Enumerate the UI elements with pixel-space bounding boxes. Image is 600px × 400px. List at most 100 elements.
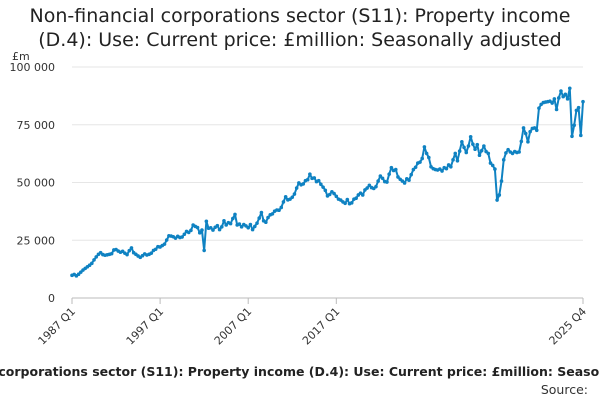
- data-point: [283, 195, 288, 199]
- data-point: [319, 182, 323, 187]
- data-point: [189, 228, 193, 233]
- data-point: [523, 131, 528, 136]
- data-point: [466, 144, 471, 148]
- data-point: [200, 228, 204, 232]
- data-point: [563, 92, 568, 97]
- data-point: [259, 210, 264, 215]
- data-point: [389, 165, 394, 170]
- data-point: [204, 219, 209, 224]
- data-point: [257, 216, 262, 220]
- data-point: [420, 156, 425, 161]
- data-point: [343, 201, 347, 206]
- gridlines: [72, 66, 583, 299]
- data-point: [402, 181, 407, 185]
- legend: Non-financial corporations sector (S11):…: [0, 364, 600, 382]
- data-point: [479, 148, 484, 153]
- data-point: [222, 219, 226, 223]
- data-point: [253, 224, 257, 229]
- x-tick-label: 2007 Q1: [212, 305, 255, 348]
- data-point: [327, 192, 332, 197]
- data-point: [305, 177, 310, 182]
- data-point: [332, 191, 336, 196]
- data-point: [528, 129, 532, 134]
- data-point: [493, 167, 497, 171]
- data-point: [94, 255, 99, 259]
- x-tick-label: 1987 Q1: [36, 305, 79, 348]
- data-point: [197, 231, 202, 235]
- data-point: [506, 147, 510, 152]
- data-point: [292, 192, 297, 196]
- data-point: [162, 242, 167, 246]
- data-point: [290, 195, 295, 200]
- data-point: [457, 149, 462, 153]
- data-point: [239, 225, 244, 229]
- data-point: [495, 198, 499, 202]
- data-point: [228, 221, 233, 226]
- data-point: [550, 101, 554, 105]
- data-point: [308, 172, 312, 176]
- data-point: [182, 232, 187, 237]
- data-point: [565, 97, 570, 101]
- data-point: [427, 155, 431, 160]
- data-point: [266, 215, 270, 220]
- data-point: [312, 176, 317, 180]
- data-point: [349, 201, 354, 205]
- x-tick-label: 1997 Q1: [124, 305, 167, 348]
- plot-area: [70, 86, 585, 278]
- data-point: [255, 221, 259, 225]
- data-point: [230, 216, 235, 221]
- data-point: [473, 147, 477, 152]
- x-tick-label: 2017 Q1: [300, 305, 343, 348]
- data-point: [208, 225, 213, 230]
- data-point: [281, 200, 286, 204]
- data-point: [521, 126, 526, 130]
- y-tick-label: 75 000: [17, 119, 56, 132]
- data-point: [475, 142, 480, 147]
- data-point: [125, 252, 129, 257]
- data-point: [556, 96, 561, 100]
- data-point: [149, 251, 154, 255]
- data-point: [321, 185, 325, 189]
- y-tick-label: 100 000: [10, 61, 56, 74]
- data-point: [455, 158, 460, 163]
- data-point: [552, 97, 557, 101]
- data-point: [127, 248, 132, 253]
- x-tick-label: 2025 Q4: [547, 305, 590, 348]
- data-point: [440, 169, 444, 173]
- data-point: [488, 161, 493, 165]
- chart-title-line-2: (D.4): Use: Current price: £million: Sea…: [38, 29, 562, 51]
- data-point: [202, 248, 206, 253]
- data-point: [279, 205, 284, 210]
- data-point: [270, 212, 275, 216]
- data-point: [334, 194, 339, 199]
- data-point: [424, 151, 429, 156]
- data-point: [385, 180, 389, 184]
- data-point: [164, 238, 169, 242]
- x-axis: 1987 Q1 1997 Q1 2007 Q1 2017 Q1 2025 Q4: [36, 297, 590, 348]
- data-point: [471, 142, 475, 146]
- data-point: [526, 140, 530, 144]
- data-point: [250, 227, 255, 232]
- data-point: [501, 158, 506, 162]
- data-point: [444, 166, 449, 171]
- data-point: [323, 188, 328, 193]
- y-tick-label: 25 000: [17, 234, 56, 247]
- data-point: [109, 251, 114, 256]
- y-tick-label: 50 000: [17, 177, 56, 190]
- data-point: [409, 172, 414, 177]
- data-point: [376, 179, 380, 183]
- data-point: [422, 145, 427, 149]
- data-point: [449, 164, 453, 169]
- data-point: [537, 106, 541, 110]
- data-point: [153, 247, 158, 252]
- data-point: [365, 186, 369, 190]
- data-point: [532, 126, 537, 130]
- data-point: [490, 163, 495, 168]
- data-point: [248, 222, 253, 227]
- data-point: [387, 172, 391, 176]
- data-point: [224, 223, 228, 227]
- data-point: [393, 167, 398, 172]
- data-point: [517, 150, 521, 154]
- data-point: [129, 246, 134, 250]
